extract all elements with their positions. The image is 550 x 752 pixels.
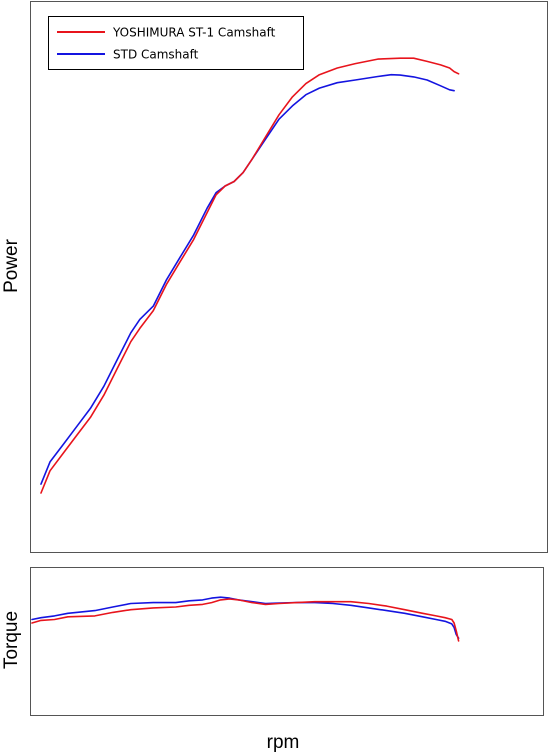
power-axis-title: Power [1,238,22,293]
power-series-std-line [40,73,455,485]
torque-plot-frame [30,567,544,716]
torque-plot-area [31,596,460,642]
power-plot-area [40,57,460,494]
torque-series-std-line [31,596,460,639]
legend-label-std: STD Camshaft [113,48,199,62]
power-series-yoshimura-line [40,57,460,494]
power-plot-frame [30,1,548,553]
legend-box [48,16,304,70]
rpm-axis-title: rpm [267,732,300,752]
legend: YOSHIMURA ST-1 Camshaft STD Camshaft [48,16,304,70]
torque-axis-title: Torque [1,611,22,669]
torque-series-yoshimura-line [31,598,460,642]
legend-label-yoshimura: YOSHIMURA ST-1 Camshaft [112,26,276,40]
